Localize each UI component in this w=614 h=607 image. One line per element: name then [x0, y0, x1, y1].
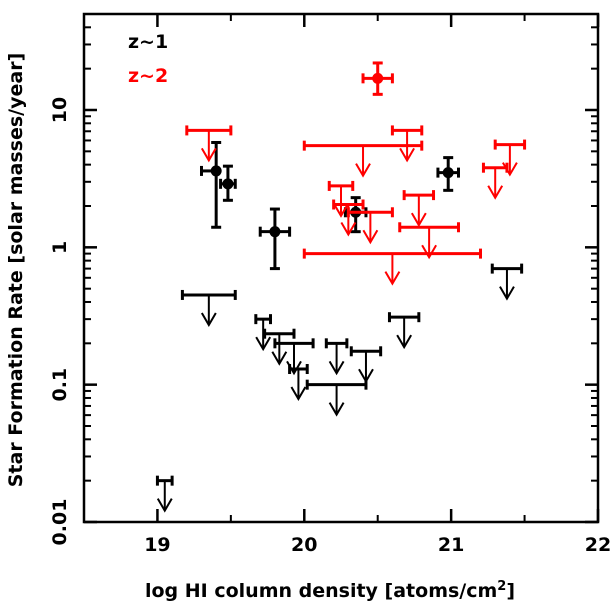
data-marks [155, 61, 527, 513]
series-z2 [185, 61, 527, 286]
data-point [199, 140, 222, 229]
limit-arrow-head [355, 163, 371, 178]
limit-arrow-head [271, 351, 288, 366]
upper-limit [302, 140, 424, 178]
upper-limit [390, 125, 424, 163]
limit-arrow-head [255, 336, 272, 352]
axes: 19 20 21 22 0.01 0.1 1 10 [49, 13, 611, 556]
data-point [258, 207, 292, 271]
limit-arrow-head [499, 286, 515, 301]
y-axis-title: Star Formation Rate [solar masses/year] [5, 53, 27, 488]
upper-limit [346, 207, 394, 245]
upper-limit [402, 190, 436, 228]
upper-limit [288, 364, 309, 402]
limit-arrow-head [399, 147, 415, 163]
series-z1 [155, 140, 524, 513]
data-point [219, 164, 237, 202]
limit-arrow-head [333, 203, 349, 218]
limit-arrow-head [384, 271, 401, 286]
limit-arrow-head [410, 212, 427, 228]
limit-arrow-head [396, 334, 413, 350]
data-point [361, 61, 394, 96]
limit-arrow-head [358, 368, 374, 384]
upper-limit [481, 162, 509, 200]
legend-z1: z~1 [128, 31, 168, 53]
limit-arrow-head [328, 402, 345, 417]
limit-arrow-head [362, 229, 379, 245]
x-tick-label: 21 [438, 534, 464, 556]
limit-arrow-head [328, 360, 345, 376]
y-tick-label: 0.01 [49, 499, 71, 546]
x-tick-label: 19 [144, 534, 170, 556]
upper-limit [398, 222, 460, 260]
y-tick-label: 1 [49, 241, 71, 254]
limit-arrow-head [200, 147, 217, 163]
point-marker [222, 178, 234, 190]
y-tick-label: 10 [49, 97, 71, 123]
x-axis-title: log HI column density [atoms/cm2] [145, 579, 515, 603]
upper-limit [490, 263, 524, 301]
limit-arrow-head [200, 312, 217, 327]
upper-limit [332, 199, 365, 237]
y-tick-label: 0.1 [49, 368, 71, 402]
limit-arrow-head [340, 222, 357, 237]
limit-arrow-head [421, 244, 437, 260]
legend-z2: z~2 [128, 65, 168, 87]
limit-arrow-head [502, 162, 518, 177]
x-tick-label: 20 [291, 534, 317, 556]
upper-limit [263, 328, 296, 366]
point-marker [372, 72, 384, 84]
data-point [436, 156, 460, 192]
upper-limit [254, 314, 273, 352]
upper-limit [305, 379, 368, 417]
upper-limit [180, 289, 237, 327]
upper-limit [302, 248, 483, 286]
upper-limit [493, 139, 527, 177]
upper-limit [155, 475, 174, 513]
limit-arrow-head [487, 185, 504, 200]
upper-limit [327, 180, 355, 218]
x-tick-label: 22 [585, 534, 611, 556]
upper-limit [349, 346, 383, 384]
limit-arrow-head [290, 386, 307, 402]
point-marker [442, 167, 454, 179]
upper-limit [185, 125, 233, 163]
limit-arrow-head [156, 498, 173, 513]
upper-limit [387, 312, 421, 350]
point-marker [269, 226, 281, 238]
point-marker [210, 165, 222, 177]
upper-limit [324, 338, 349, 376]
